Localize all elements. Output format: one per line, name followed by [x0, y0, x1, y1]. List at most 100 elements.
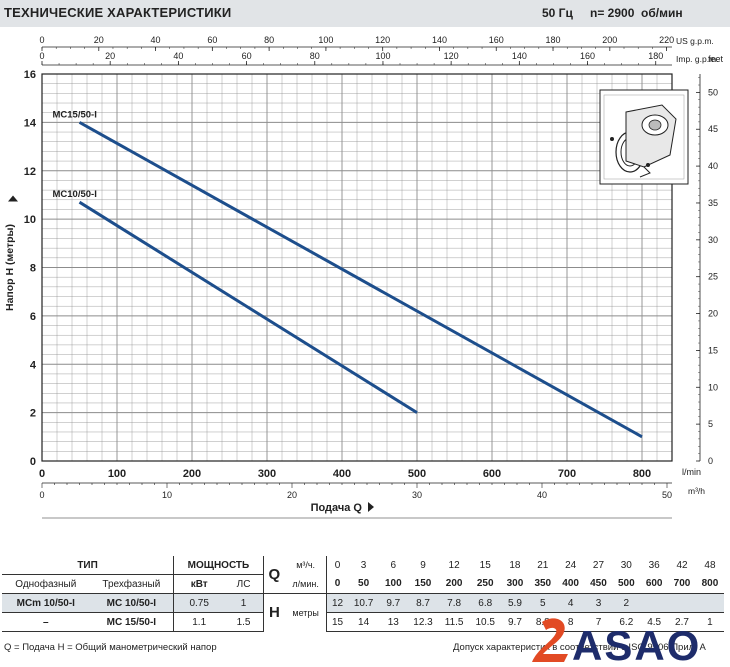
h-cell: 7 [584, 612, 613, 632]
spec-table-wrap: ТИП МОЩНОСТЬ Q м³/ч. 0 3 6 9 12 15 18 21… [2, 556, 728, 632]
h-cell: 2.7 [668, 612, 696, 632]
us-gpm-tick-label: 120 [375, 35, 390, 45]
q-m3-cell: 24 [565, 559, 577, 571]
q-m3-cell: 27 [592, 559, 605, 571]
h-cell: 15 [326, 612, 348, 632]
feet-tick-label: 0 [708, 456, 713, 466]
y-tick-label: 2 [30, 408, 36, 420]
q-m3-cell: 0 [334, 559, 341, 571]
h-cell: 5 [540, 597, 546, 609]
us-gpm-tick-label: 20 [94, 35, 104, 45]
h-cell: 9.7 [501, 612, 529, 632]
x-tick-label: 800 [633, 468, 651, 480]
q-m3-cell: 12 [448, 559, 460, 571]
us-gpm-tick-label: 220 [659, 35, 674, 45]
series-label: MC15/50-I [53, 109, 97, 120]
us-gpm-tick-label: 0 [39, 35, 44, 45]
q-l-cell: 500 [612, 574, 641, 594]
logo-text: ASAO [572, 622, 701, 667]
x-axis-arrow-icon [368, 502, 374, 512]
q-m3-cell: 30 [620, 559, 632, 571]
h-cell: 10.7 [353, 597, 374, 609]
feet-tick-label: 20 [708, 309, 718, 319]
imp-gpm-tick-label: 180 [648, 51, 663, 61]
q-letter: Q [263, 556, 286, 594]
q-unit-l: л/мин. [285, 574, 328, 594]
model-single: MCm 10/50-I [16, 597, 75, 609]
q-l-cell: 400 [556, 574, 585, 594]
power-header: МОЩНОСТЬ [173, 556, 264, 575]
imp-gpm-tick-label: 60 [242, 51, 252, 61]
page-title: ТЕХНИЧЕСКИЕ ХАРАКТЕРИСТИКИ [4, 5, 232, 20]
footnote-tolerance: Допуск характеристик в соответствии с IS… [453, 642, 706, 653]
q-m3-cell: 3 [360, 559, 367, 571]
h-cell: 6.2 [612, 612, 641, 632]
us-gpm-tick-label: 40 [151, 35, 161, 45]
frequency-label: 50 Гц [542, 6, 573, 20]
kw-value: 1.1 [173, 612, 225, 632]
us-gpm-tick-label: 200 [602, 35, 617, 45]
h-cell: 5.9 [507, 597, 522, 609]
us-gpm-tick-label: 80 [264, 35, 274, 45]
q-m3-cell: 6 [390, 559, 397, 571]
h-cell: 6.8 [478, 597, 493, 609]
h-cell: 12.3 [407, 612, 439, 632]
q-l-cell: 350 [528, 574, 557, 594]
three-phase-header: Трехфазный [89, 574, 175, 594]
q-m3-cell: 42 [676, 559, 688, 571]
q-l-cell: 150 [407, 574, 439, 594]
h-cell: 4.5 [640, 612, 669, 632]
imp-gpm-tick-label: 100 [375, 51, 390, 61]
h-cell [696, 594, 724, 613]
us-gpm-tick-label: 100 [318, 35, 333, 45]
h-cell: 14 [347, 612, 380, 632]
y-tick-label: 6 [30, 311, 36, 323]
curve-MC10/50-I [78, 200, 418, 414]
m3h-tick-label: 40 [537, 490, 547, 500]
y-tick-label: 16 [24, 69, 36, 81]
q-l-cell: 0 [326, 574, 348, 594]
h-cell: 2 [623, 597, 630, 609]
q-l-cell: 700 [668, 574, 696, 594]
imp-gpm-tick-label: 140 [512, 51, 527, 61]
q-l-cell: 800 [695, 574, 724, 594]
q-l-cell: 300 [501, 574, 529, 594]
us-gpm-tick-label: 160 [489, 35, 504, 45]
imp-gpm-unit: Imp. g.p.m. [676, 54, 719, 64]
pump-icon [599, 89, 689, 185]
type-header: ТИП [2, 556, 175, 575]
us-gpm-tick-label: 60 [207, 35, 217, 45]
h-unit: метры [285, 593, 328, 632]
imp-gpm-tick-label: 80 [310, 51, 320, 61]
feet-tick-label: 10 [708, 382, 718, 392]
x-tick-label: 400 [333, 468, 351, 480]
speed-label: n= 2900 об/мин [590, 6, 683, 20]
imp-gpm-tick-label: 40 [173, 51, 183, 61]
m3h-unit: m³/h [688, 486, 705, 496]
q-m3-cell: 48 [704, 559, 716, 571]
h-cell: 10.5 [469, 612, 502, 632]
m3h-tick-label: 50 [662, 490, 672, 500]
y-tick-label: 12 [24, 166, 36, 178]
q-m3-cell: 36 [648, 559, 660, 571]
us-gpm-unit: US g.p.m. [676, 36, 714, 46]
x-tick-label: 300 [258, 468, 276, 480]
h-cell [640, 594, 668, 613]
q-m3-cell: 21 [537, 559, 549, 571]
hp-value: 1 [224, 593, 264, 613]
q-m3-cell: 9 [420, 559, 426, 571]
m3h-tick-label: 30 [412, 490, 422, 500]
h-cell: 3 [595, 597, 602, 609]
imp-gpm-tick-label: 20 [105, 51, 115, 61]
kw-header: кВт [173, 574, 225, 594]
curve-MC15/50-I [78, 121, 643, 439]
y-tick-label: 10 [24, 214, 36, 226]
feet-tick-label: 35 [708, 198, 718, 208]
y-tick-label: 0 [30, 456, 36, 468]
x-tick-label: 200 [183, 468, 201, 480]
q-l-cell: 200 [438, 574, 470, 594]
x-tick-label: 600 [483, 468, 501, 480]
feet-tick-label: 30 [708, 235, 718, 245]
model-single: – [2, 612, 90, 632]
